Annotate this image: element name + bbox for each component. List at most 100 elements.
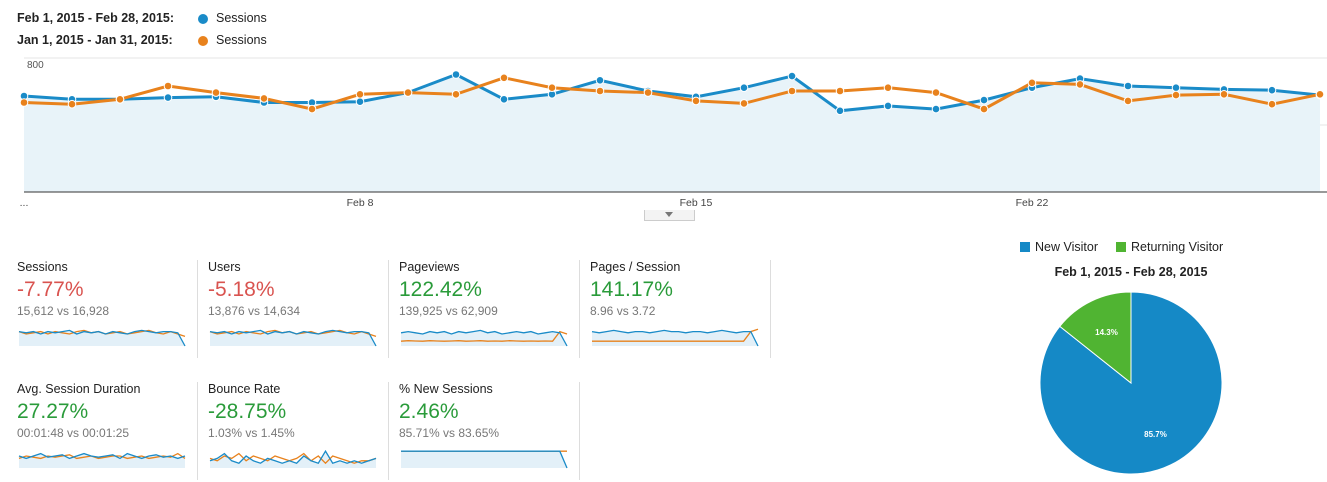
previous-series-point <box>259 94 269 103</box>
returning-visitor-swatch-icon <box>1116 242 1126 252</box>
pie-legend-label: New Visitor <box>1035 240 1098 254</box>
metric-new-sessions[interactable]: % New Sessions 2.46% 85.71% vs 83.65% <box>399 382 580 480</box>
sparkline-area <box>210 451 376 468</box>
current-series-point <box>787 71 797 81</box>
metric-label: Sessions <box>17 260 68 274</box>
current-series-point <box>835 106 845 116</box>
previous-range-label: Jan 1, 2015 - Jan 31, 2015: <box>17 33 173 47</box>
previous-series-dot-icon <box>198 36 208 46</box>
metric-change: 141.17% <box>590 278 673 301</box>
metric-comparison: 13,876 vs 14,634 <box>208 304 301 318</box>
sparkline-current <box>401 450 568 469</box>
current-series-point <box>931 104 941 114</box>
metric-change: -28.75% <box>208 400 287 423</box>
previous-series-label: Sessions <box>216 33 267 47</box>
metric-comparison: 85.71% vs 83.65% <box>399 426 500 440</box>
previous-series-point <box>307 104 317 114</box>
previous-series-point <box>595 86 605 96</box>
metric-label: Users <box>208 260 241 274</box>
metric-comparison: 00:01:48 vs 00:01:25 <box>17 426 130 440</box>
sparkline-area <box>401 451 567 468</box>
new-visitor-swatch-icon <box>1020 242 1030 252</box>
previous-series-point <box>451 90 461 99</box>
chart-collapse-handle[interactable] <box>644 210 695 221</box>
previous-series-point <box>1267 99 1277 109</box>
metric-comparison: 139,925 vs 62,909 <box>399 304 498 318</box>
pie-legend-new-visitor[interactable]: New Visitor <box>1020 240 1098 254</box>
metric-pageviews[interactable]: Pageviews 122.42% 139,925 vs 62,909 <box>399 260 580 358</box>
legend-previous-period: Jan 1, 2015 - Jan 31, 2015: Sessions <box>17 33 267 47</box>
metric-sparkline <box>209 329 377 347</box>
previous-series-line <box>23 76 1321 111</box>
metric-pages-per-session[interactable]: Pages / Session 141.17% 8.96 vs 3.72 <box>590 260 771 358</box>
metric-avg-session-duration[interactable]: Avg. Session Duration 27.27% 00:01:48 vs… <box>17 382 198 480</box>
previous-series-point <box>1123 96 1133 106</box>
metric-change: 27.27% <box>17 400 89 423</box>
current-series-point <box>883 101 893 111</box>
sparkline-previous <box>592 328 759 342</box>
previous-series-point <box>979 104 989 114</box>
previous-series-point <box>355 90 365 99</box>
sparkline-current <box>18 329 186 347</box>
metric-sparkline <box>400 329 568 347</box>
current-series-point <box>499 95 509 104</box>
current-series-point <box>1123 81 1133 91</box>
current-range-label: Feb 1, 2015 - Feb 28, 2015: <box>17 11 175 25</box>
previous-series-point <box>1315 90 1325 99</box>
metric-comparison: 15,612 vs 16,928 <box>17 304 110 318</box>
sparkline-area <box>19 453 185 468</box>
metric-users[interactable]: Users -5.18% 13,876 vs 14,634 <box>208 260 389 358</box>
pie-legend-returning-visitor[interactable]: Returning Visitor <box>1116 240 1223 254</box>
previous-series-point <box>691 96 701 106</box>
metric-sparkline <box>401 450 568 469</box>
metric-change: -5.18% <box>208 278 275 301</box>
previous-series-point <box>931 88 941 97</box>
previous-series-point <box>1075 80 1085 89</box>
pie-legend-label: Returning Visitor <box>1131 240 1224 254</box>
y-tick-label: 800 <box>27 60 44 71</box>
x-tick-label: Feb 22 <box>1016 197 1049 209</box>
previous-series-point <box>163 81 173 91</box>
sparkline-current <box>400 329 568 347</box>
sparkline-previous <box>209 452 377 465</box>
sparkline-area <box>210 330 376 346</box>
metric-sparkline <box>591 328 759 347</box>
previous-series-point <box>1027 78 1037 88</box>
previous-series-point <box>547 83 557 93</box>
current-series-point <box>355 97 365 107</box>
previous-series-point <box>883 83 893 93</box>
pie-slice-returning-visitor <box>1059 291 1132 385</box>
metric-label: Avg. Session Duration <box>17 382 141 396</box>
current-series-point <box>451 70 461 79</box>
previous-series-point <box>1219 90 1229 99</box>
current-series-point <box>163 93 173 102</box>
sparkline-current <box>209 329 377 347</box>
previous-series-point <box>787 86 797 96</box>
current-series-point <box>1267 85 1277 95</box>
previous-series-point <box>739 99 749 108</box>
sparkline-area <box>19 330 185 346</box>
metric-change: -7.77% <box>17 278 84 301</box>
metric-comparison: 1.03% vs 1.45% <box>208 426 295 440</box>
metric-comparison: 8.96 vs 3.72 <box>590 304 656 318</box>
sparkline-previous <box>400 330 568 342</box>
metric-label: Pageviews <box>399 260 460 274</box>
current-series-line <box>23 72 1321 113</box>
metric-sparkline <box>209 449 377 468</box>
visitor-type-pie-chart[interactable]: 85.7% 14.3% <box>1030 290 1230 480</box>
x-tick-label: Feb 8 <box>347 197 374 209</box>
metric-change: 2.46% <box>399 400 459 423</box>
current-series-point <box>979 95 989 105</box>
previous-series-point <box>403 88 413 97</box>
metric-label: Pages / Session <box>590 260 681 274</box>
metric-change: 122.42% <box>399 278 482 301</box>
pie-title: Feb 1, 2015 - Feb 28, 2015 <box>1054 265 1208 279</box>
metric-sparkline <box>18 329 186 347</box>
sparkline-area <box>592 330 758 346</box>
previous-series-point <box>835 86 845 96</box>
current-series-dot-icon <box>198 14 208 24</box>
previous-series-point <box>211 88 221 97</box>
metric-sessions[interactable]: Sessions -7.77% 15,612 vs 16,928 <box>17 260 198 358</box>
metric-bounce-rate[interactable]: Bounce Rate -28.75% 1.03% vs 1.45% <box>208 382 389 480</box>
